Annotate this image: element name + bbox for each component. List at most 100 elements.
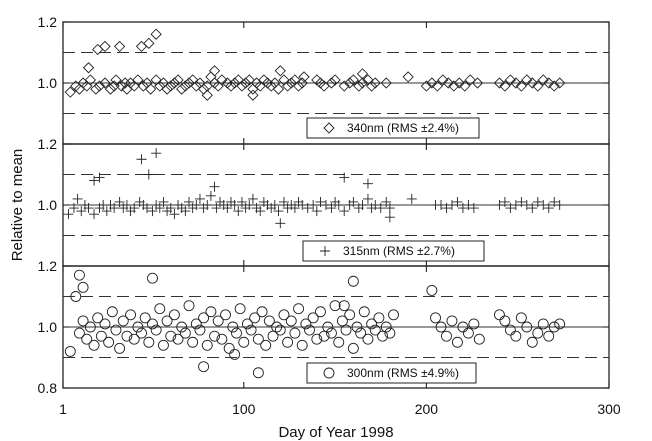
- data-point: [329, 74, 341, 86]
- data-point: [119, 77, 131, 89]
- data-point: [420, 80, 433, 92]
- data-point: [101, 206, 112, 217]
- data-point: [333, 200, 344, 210]
- data-point: [402, 71, 414, 83]
- data-point: [267, 330, 279, 342]
- data-point: [543, 203, 554, 214]
- data-point: [543, 77, 555, 89]
- data-point: [471, 77, 484, 89]
- data-point: [161, 315, 173, 327]
- data-point: [532, 196, 543, 207]
- data-point: [236, 196, 247, 207]
- data-point: [225, 80, 237, 92]
- data-point: [265, 80, 277, 92]
- data-point: [183, 300, 195, 312]
- data-point: [129, 203, 140, 214]
- legend-box: [302, 240, 485, 262]
- data-point: [296, 77, 308, 89]
- data-point: [325, 77, 338, 89]
- data-point: [320, 200, 331, 210]
- data-point: [406, 193, 417, 204]
- data-point: [154, 80, 166, 92]
- data-point: [459, 80, 471, 92]
- data-point: [205, 190, 216, 201]
- data-point: [338, 300, 350, 312]
- data-point: [201, 339, 213, 351]
- data-point: [150, 324, 162, 336]
- data-point: [94, 172, 105, 183]
- data-point: [73, 269, 85, 281]
- data-point: [132, 74, 144, 86]
- data-point: [176, 83, 188, 95]
- data-point: [142, 203, 152, 214]
- data-point: [194, 324, 206, 336]
- data-point: [499, 196, 510, 207]
- data-point: [297, 200, 308, 210]
- legend-label: 315nm (RMS ±2.7%): [343, 244, 455, 258]
- data-point: [256, 306, 268, 318]
- data-point: [172, 74, 184, 86]
- data-point: [255, 206, 266, 217]
- data-point: [499, 315, 511, 327]
- data-point: [282, 336, 294, 348]
- data-point: [150, 28, 162, 40]
- data-point: [532, 327, 544, 339]
- data-point: [493, 309, 505, 321]
- data-point: [147, 318, 158, 330]
- data-point: [241, 318, 253, 330]
- data-point: [139, 312, 151, 324]
- data-point: [548, 80, 560, 92]
- data-point: [441, 203, 452, 214]
- data-point: [526, 336, 538, 348]
- data-point: [238, 336, 250, 348]
- data-point: [92, 312, 104, 324]
- data-point: [293, 303, 305, 315]
- data-point: [72, 193, 83, 204]
- data-point: [231, 327, 242, 339]
- data-point: [205, 306, 217, 318]
- data-point: [73, 83, 86, 95]
- data-point: [273, 206, 284, 217]
- data-point: [275, 218, 286, 229]
- data-point: [157, 339, 169, 351]
- data-point: [202, 200, 213, 210]
- legend-315nm: 315nm (RMS ±2.7%): [302, 240, 485, 262]
- data-point: [89, 175, 100, 186]
- data-point: [252, 367, 264, 379]
- data-point: [269, 200, 280, 210]
- data-point: [223, 342, 235, 354]
- data-point: [285, 77, 297, 89]
- data-point: [446, 315, 458, 327]
- legend-300nm: 300nm (RMS ±4.9%): [306, 362, 477, 384]
- data-point: [362, 178, 373, 189]
- data-point: [318, 330, 330, 342]
- data-point: [510, 200, 521, 210]
- data-point: [521, 321, 533, 333]
- data-point: [329, 300, 341, 312]
- data-point: [373, 312, 385, 324]
- data-point: [201, 89, 213, 101]
- data-point: [289, 327, 301, 339]
- data-point: [81, 333, 93, 345]
- data-point: [191, 200, 202, 210]
- data-point: [344, 77, 356, 89]
- data-point: [452, 196, 463, 207]
- data-point: [526, 77, 538, 89]
- legend-marker: [323, 122, 335, 134]
- data-point: [263, 315, 275, 327]
- data-point: [109, 203, 120, 214]
- data-point: [504, 74, 517, 86]
- data-point: [73, 327, 85, 339]
- data-point: [322, 321, 334, 333]
- data-point: [125, 309, 137, 321]
- data-point: [198, 312, 210, 324]
- data-point: [247, 83, 259, 95]
- data-point: [135, 40, 148, 53]
- data-point: [198, 361, 210, 373]
- data-point: [227, 321, 239, 333]
- data-point: [468, 318, 480, 330]
- y-tick-label: 1.0: [38, 319, 58, 335]
- legend-340nm: 340nm (RMS ±2.4%): [306, 117, 480, 139]
- data-point: [510, 77, 522, 89]
